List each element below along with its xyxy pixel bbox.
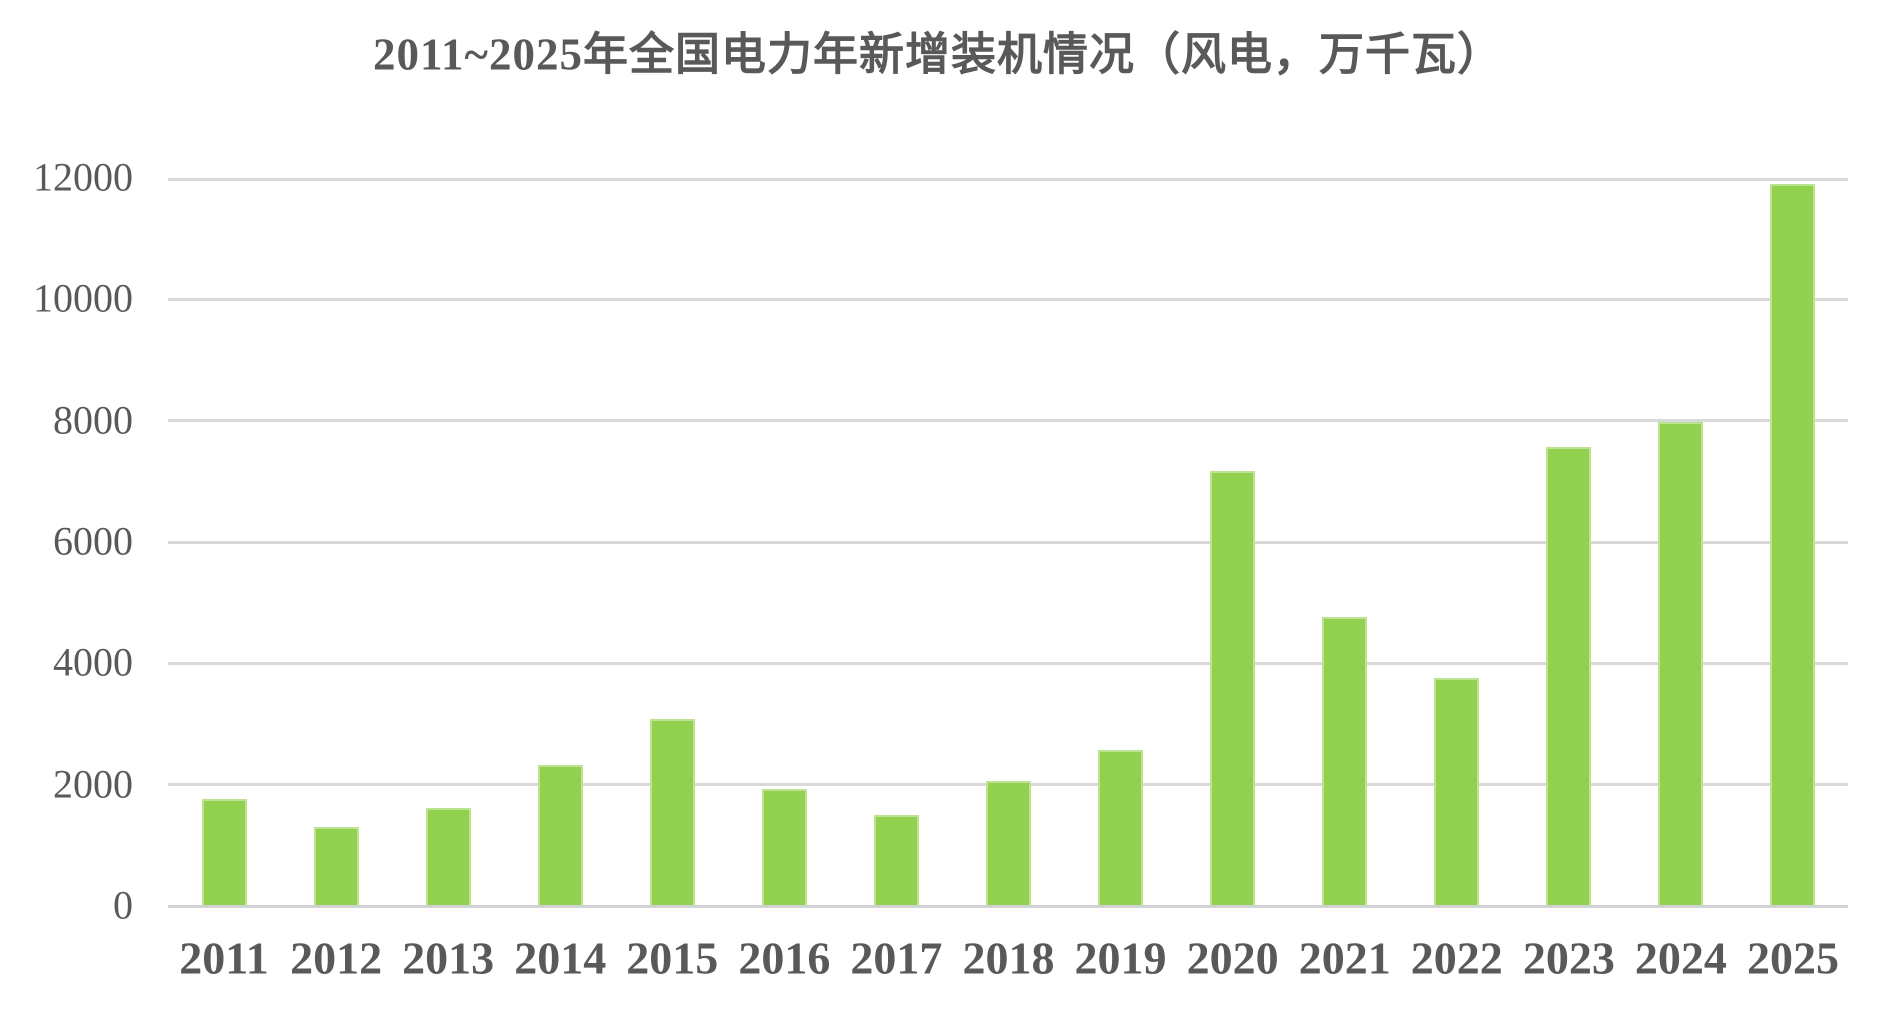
x-tick-label-2020: 2020	[1186, 932, 1279, 984]
y-tick-label-8000: 8000	[53, 397, 133, 443]
y-tick-label-10000: 10000	[33, 275, 133, 321]
bar-2025	[1770, 184, 1816, 906]
y-axis: 0 2000 4000 6000 8000 10000 12000	[0, 0, 133, 1015]
x-tick-label-2019: 2019	[1074, 932, 1167, 984]
y-tick-label-0: 0	[113, 882, 133, 928]
y-tick-label-2000: 2000	[53, 761, 133, 807]
x-tick-label-2015: 2015	[626, 932, 719, 984]
x-tick-label-2013: 2013	[402, 932, 495, 984]
x-tick-label-2018: 2018	[962, 932, 1055, 984]
bar-2012	[313, 827, 359, 906]
chart-title: 2011~2025年全国电力年新增装机情况（风电，万千瓦）	[373, 29, 1503, 80]
x-tick-label-2016: 2016	[738, 932, 831, 984]
gridline-12000	[168, 178, 1848, 181]
x-tick-label-2025: 2025	[1746, 932, 1839, 984]
bar-2017	[873, 814, 919, 906]
bar-2015	[649, 719, 695, 906]
gridline-8000	[168, 419, 1848, 423]
x-tick-label-2014: 2014	[514, 932, 607, 984]
bar-2016	[761, 788, 807, 906]
gridline-4000	[168, 661, 1848, 665]
bar-2018	[985, 781, 1031, 906]
bar-2020	[1210, 471, 1256, 906]
x-tick-label-2012: 2012	[290, 932, 383, 984]
x-tick-label-2017: 2017	[850, 932, 943, 984]
x-tick-label-2023: 2023	[1522, 932, 1615, 984]
x-tick-label-2021: 2021	[1298, 932, 1391, 984]
y-tick-label-12000: 12000	[33, 154, 133, 200]
x-tick-label-2022: 2022	[1410, 932, 1503, 984]
bar-2013	[425, 808, 471, 906]
gridline-10000	[168, 297, 1848, 301]
bar-2023	[1546, 447, 1592, 906]
bar-2022	[1434, 677, 1480, 906]
bar-2021	[1322, 617, 1368, 906]
bar-2019	[1098, 749, 1144, 906]
bar-2024	[1658, 421, 1704, 906]
y-tick-label-4000: 4000	[53, 639, 133, 685]
x-tick-label-2024: 2024	[1634, 932, 1727, 984]
x-tick-label-2011: 2011	[179, 932, 269, 984]
bar-2011	[201, 799, 247, 906]
bar-2014	[537, 765, 583, 906]
gridline-6000	[168, 540, 1848, 544]
x-axis-baseline	[168, 904, 1848, 908]
y-tick-label-6000: 6000	[53, 518, 133, 564]
plot-area	[168, 178, 1848, 908]
